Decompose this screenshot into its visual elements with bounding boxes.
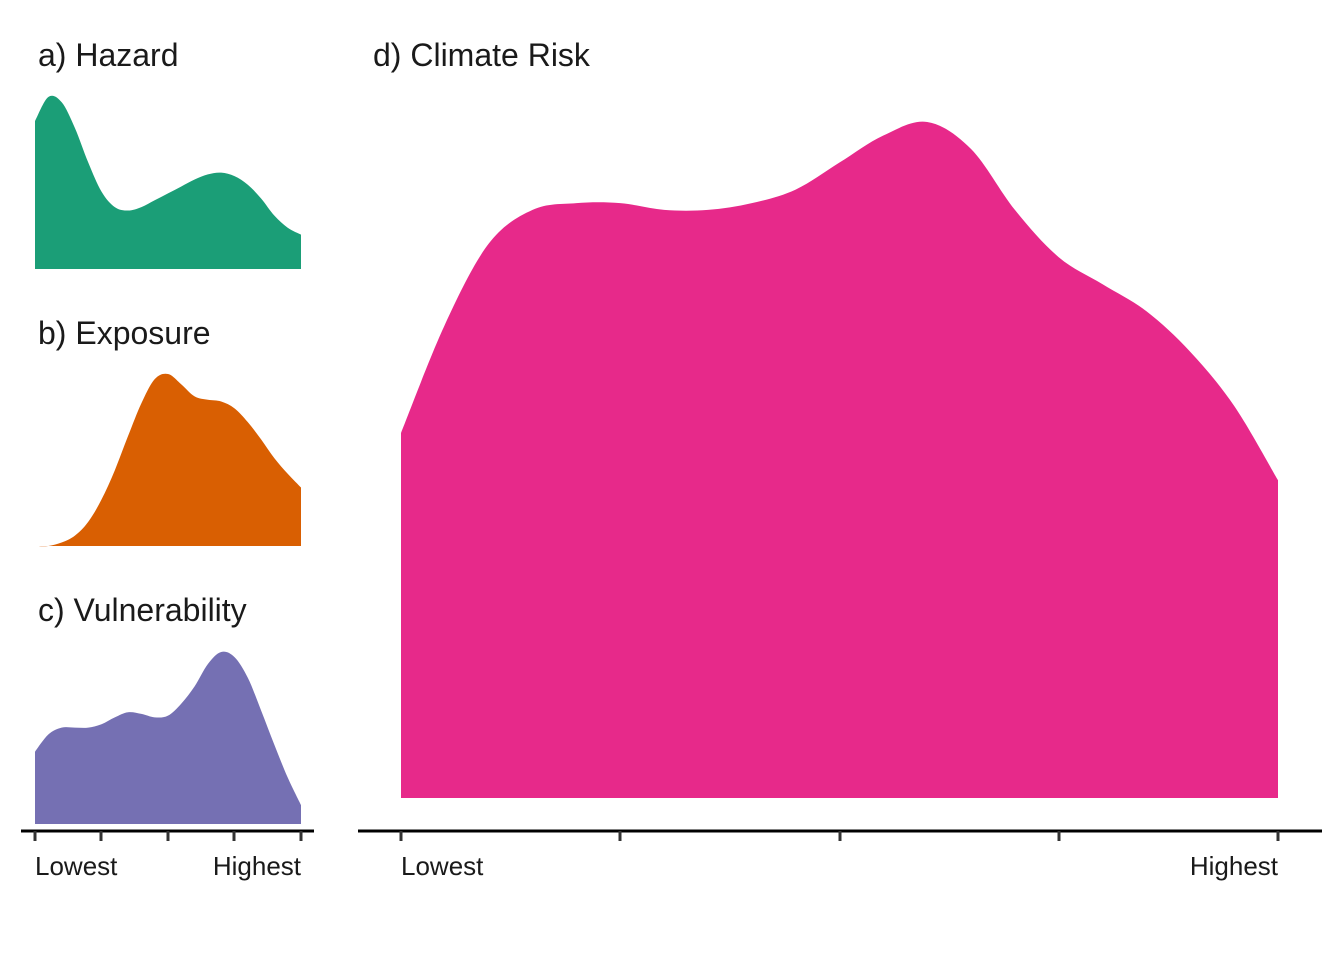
panel-hazard: a) Hazard: [35, 37, 301, 269]
density-area-climate-risk: [401, 121, 1278, 798]
density-area-hazard: [35, 95, 301, 269]
panel-exposure: b) Exposure: [35, 315, 301, 547]
panel-vulnerability: c) Vulnerability: [35, 592, 301, 824]
x-tick-label-large-lowest: Lowest: [401, 851, 484, 881]
density-area-exposure: [35, 373, 301, 547]
panel-title-vulnerability: c) Vulnerability: [38, 592, 247, 628]
density-area-vulnerability: [35, 651, 301, 824]
x-tick-label-small-highest: Highest: [213, 851, 302, 881]
panel-title-climate-risk: d) Climate Risk: [373, 37, 591, 73]
x-tick-label-small-lowest: Lowest: [35, 851, 118, 881]
panel-title-exposure: b) Exposure: [38, 315, 211, 351]
x-tick-label-large-highest: Highest: [1190, 851, 1279, 881]
x-axis-large: Lowest Highest: [358, 829, 1322, 881]
panel-climate-risk: d) Climate Risk: [373, 37, 1278, 798]
panel-title-hazard: a) Hazard: [38, 37, 179, 73]
x-axis-small: Lowest Highest: [21, 829, 314, 881]
